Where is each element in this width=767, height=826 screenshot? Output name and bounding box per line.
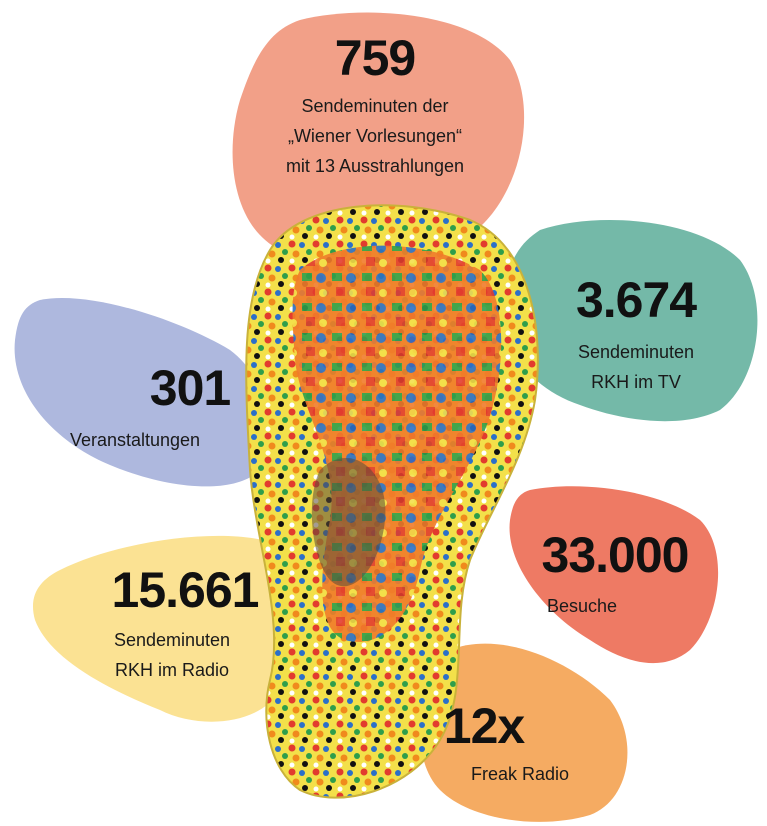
blob <box>15 298 270 486</box>
stat-label: Sendeminuten <box>578 342 694 362</box>
infographic: 759 Sendeminuten der „Wiener Vorlesungen“ m… <box>0 0 767 826</box>
stat-label: Sendeminuten der <box>301 96 448 116</box>
stat-label: Freak Radio <box>471 764 569 784</box>
stat-number: 759 <box>335 30 415 86</box>
stat-label: Besuche <box>547 596 617 616</box>
stat-label: mit 13 Ausstrahlungen <box>286 156 464 176</box>
stat-label: Veranstaltungen <box>70 430 200 450</box>
ear-inner <box>293 246 502 642</box>
stat-label: „Wiener Vorlesungen“ <box>288 126 462 146</box>
stat-number: 301 <box>150 360 231 416</box>
stat-label: RKH im Radio <box>115 660 229 680</box>
stat-label: Sendeminuten <box>114 630 230 650</box>
stat-label: RKH im TV <box>591 372 681 392</box>
stat-number: 3.674 <box>576 272 697 328</box>
page: 759 Sendeminuten der „Wiener Vorlesungen“ m… <box>0 0 767 826</box>
stat-number: 12x <box>444 698 526 754</box>
stat-number: 15.661 <box>112 562 259 618</box>
stat-number: 33.000 <box>542 527 689 583</box>
